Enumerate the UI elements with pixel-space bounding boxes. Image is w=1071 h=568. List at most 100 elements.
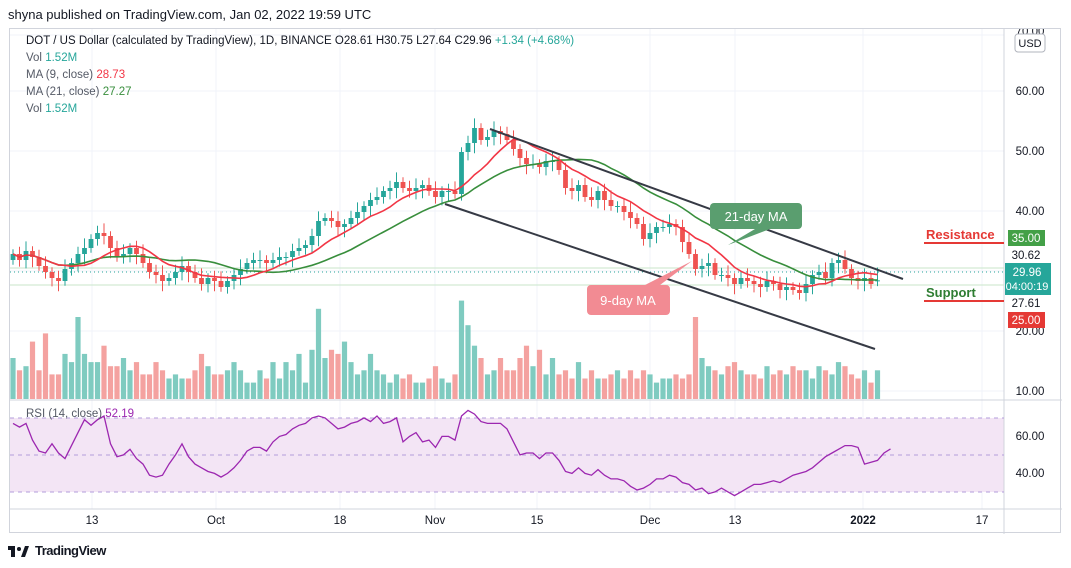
rsi-axis[interactable]: 60.00 40.00 [1016,431,1045,480]
candle-body [186,266,191,272]
candle-body [504,134,510,140]
volume-bar [731,362,738,399]
candle-body [868,278,874,284]
time-axis[interactable]: 13 Oct 18 Nov 15 Dec 13 2022 17 [86,515,989,527]
candle-body [335,221,341,227]
legend-ma21-row[interactable]: MA (21, close) 27.27 [26,86,132,98]
ohlc-low: L27.64 [416,35,452,47]
candle-body [290,251,295,257]
time-axis-label: 18 [334,515,347,527]
volume-bar [822,370,829,399]
volume-bar [10,358,16,399]
candle-body [485,137,490,140]
candle-body [36,257,42,266]
time-axis-label: 17 [976,515,989,527]
candle-body [114,248,120,257]
candle-body [420,185,425,188]
volume-bar [523,345,530,399]
candle-body [166,278,172,281]
candle-body [634,218,640,224]
candle-body [459,152,464,194]
volume-bar [796,370,803,399]
candle-body [439,191,445,197]
volume-bar [296,353,302,399]
candle-body [82,248,87,254]
candle-body [667,224,672,227]
candle-body [686,242,692,254]
volume-bar [419,382,426,399]
volume-bar [88,362,94,399]
legend-vol-row[interactable]: Vol 1.52M [26,52,78,64]
candle-body [264,260,269,263]
volume-bar [270,362,276,399]
ma21-annotation[interactable]: 21-day MA [710,203,802,245]
volume-bar [400,378,406,399]
volume-bar [608,374,614,399]
volume-bar [497,358,504,399]
candle-body [725,275,731,278]
candle-body [693,254,698,269]
price-tag-resistance: 35.00 [1008,230,1045,246]
volume-bar [640,370,647,399]
candle-body [719,275,724,276]
volume-bar [458,300,465,399]
volume-bar [81,353,88,399]
volume-bar [127,370,133,399]
volume-bar [166,378,172,399]
ohlc-change: +1.34 (+4.68%) [494,35,575,47]
volume-bar [588,370,595,399]
volume-bar [393,374,400,399]
candle-body [810,275,815,284]
volume-bar [673,374,679,399]
volume-bar [237,370,244,399]
candle-body [316,221,321,236]
volume-bar [23,366,29,399]
candle-body [680,227,685,242]
volume-bar [679,378,686,399]
volume-bars [10,300,881,399]
candle-body [322,218,328,221]
candles [10,118,880,302]
candle-body [413,188,419,191]
volume-bar [302,382,309,399]
volume-bar [426,378,432,399]
volume-bar [725,366,731,399]
legend-vol2-row[interactable]: Vol 1.52M [26,103,78,115]
candle-body [790,287,796,290]
legend-ma9-row[interactable]: MA (9, close) 28.73 [26,69,126,81]
candle-body [777,284,783,290]
candle-body [563,170,568,188]
candle-body [394,182,399,188]
chart-frame[interactable]: 21-day MA 9-day MA Resistance Support 70… [9,28,1062,534]
price-axis-label: 50.00 [1016,146,1045,158]
volume-bar [803,370,809,399]
legend-rsi-row[interactable]: RSI (14, close) 52.19 [26,408,135,420]
candle-body [478,128,484,140]
volume-bar [744,374,751,399]
volume-bar [816,366,822,399]
volume-bar [432,366,439,399]
price-chart[interactable]: 21-day MA 9-day MA Resistance Support 70… [10,29,1062,534]
candle-body [849,269,854,278]
footer-brand[interactable]: TradingView [8,543,106,558]
candle-body [225,281,230,287]
trendline-lower [444,203,876,350]
currency-button[interactable]: USD [1014,33,1046,53]
volume-bar [549,358,556,399]
volume-bar [601,378,608,399]
ma21-annotation-text: 21-day MA [725,209,788,224]
candle-body [602,191,607,200]
ma21-line [12,158,878,281]
volume-bar [575,362,582,399]
price-axis-label: 10.00 [1016,386,1045,398]
ma9-annotation[interactable]: 9-day MA [587,261,692,315]
volume-bar [62,353,68,399]
volume-bar [686,374,692,399]
candle-body [95,233,100,239]
price-axis-label: 20.00 [1016,326,1045,338]
price-tag-support-line: 27.61 [1007,295,1047,311]
candle-body [712,263,718,275]
volume-bar [829,374,835,399]
volume-bar [341,341,348,399]
